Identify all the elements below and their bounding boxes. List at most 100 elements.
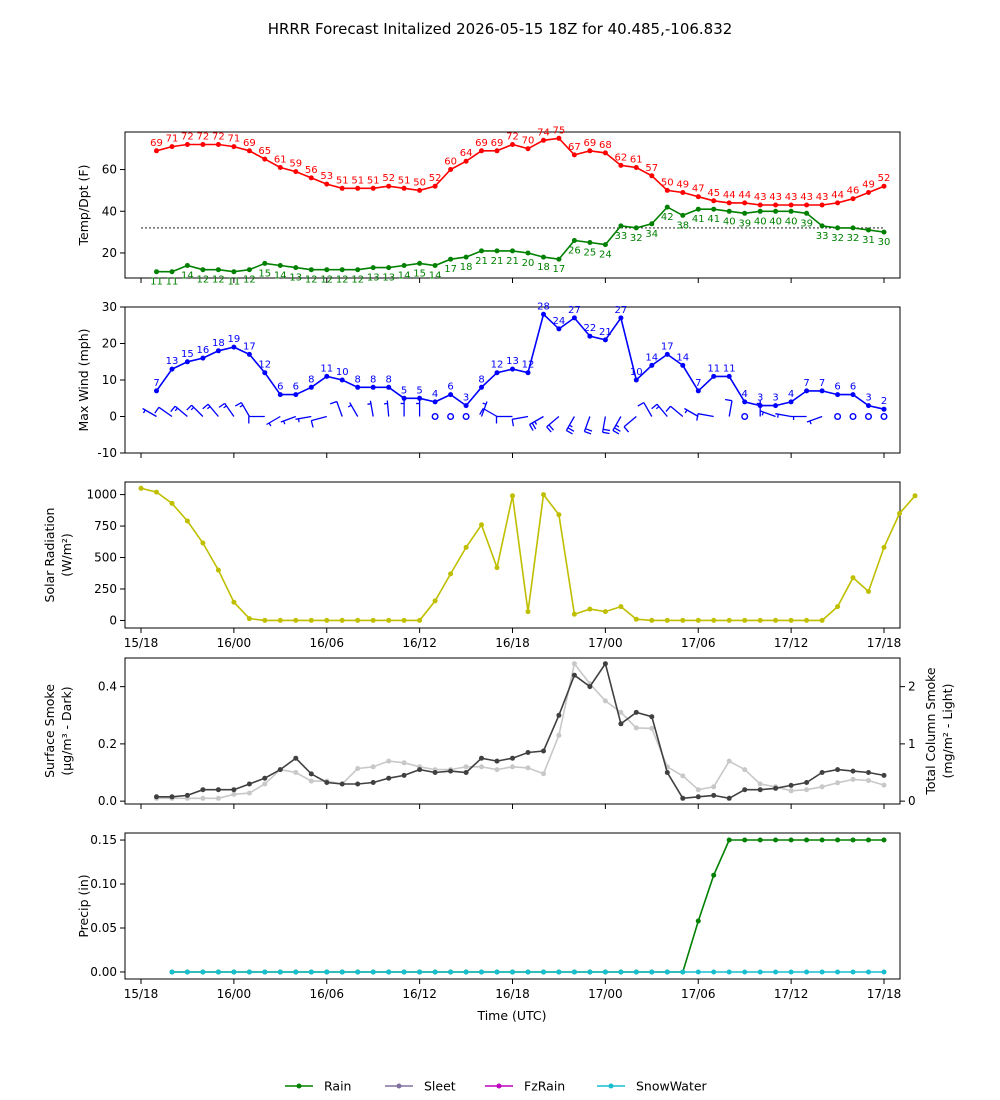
data-label: 12 bbox=[305, 275, 318, 286]
wind-barb bbox=[248, 415, 265, 424]
data-point bbox=[881, 969, 887, 975]
data-point bbox=[850, 969, 856, 975]
data-label: 41 bbox=[692, 214, 705, 225]
plot-frame bbox=[124, 832, 901, 980]
legend-label: Rain bbox=[324, 1079, 351, 1094]
wind-barb bbox=[495, 415, 513, 424]
data-label: 40 bbox=[723, 216, 736, 227]
data-point bbox=[819, 202, 825, 208]
data-point bbox=[618, 721, 624, 727]
data-point bbox=[757, 969, 763, 975]
data-point bbox=[401, 969, 407, 975]
data-point bbox=[169, 969, 175, 975]
wind-barb bbox=[790, 415, 807, 420]
data-point bbox=[773, 403, 779, 409]
data-point bbox=[664, 969, 670, 975]
data-point bbox=[386, 617, 392, 623]
data-point bbox=[866, 227, 871, 233]
data-point bbox=[726, 617, 732, 623]
data-point bbox=[664, 617, 670, 623]
data-point bbox=[231, 269, 237, 275]
wind-barb-calm bbox=[431, 413, 439, 421]
data-point bbox=[835, 392, 841, 398]
wind-barb-flag bbox=[154, 406, 160, 414]
data-label: 39 bbox=[800, 218, 813, 229]
data-point bbox=[835, 604, 841, 610]
data-label: 32 bbox=[831, 233, 844, 244]
data-point bbox=[324, 780, 330, 785]
data-point bbox=[649, 617, 655, 623]
data-label: 3 bbox=[757, 393, 763, 404]
data-label: 14 bbox=[429, 271, 442, 282]
data-point bbox=[339, 617, 345, 623]
wind-barb bbox=[724, 398, 733, 417]
data-point bbox=[463, 770, 469, 775]
data-point bbox=[401, 395, 407, 401]
data-point bbox=[773, 202, 779, 208]
wind-barb-half-flag bbox=[190, 406, 195, 411]
data-point bbox=[618, 315, 624, 321]
wind-barb-flag bbox=[602, 428, 611, 432]
x-tick-label: 16/18 bbox=[495, 636, 530, 650]
data-point bbox=[773, 785, 779, 791]
data-point bbox=[618, 162, 624, 168]
data-label: 62 bbox=[615, 152, 628, 163]
plot-frame bbox=[124, 657, 901, 805]
data-point bbox=[386, 775, 392, 781]
wind-barb bbox=[529, 415, 544, 431]
data-point bbox=[881, 544, 887, 550]
data-point bbox=[463, 403, 469, 409]
data-point bbox=[154, 489, 159, 495]
data-point bbox=[246, 148, 252, 154]
data-point bbox=[184, 969, 190, 975]
data-point bbox=[448, 768, 454, 774]
data-label: 6 bbox=[277, 382, 283, 393]
data-point bbox=[293, 392, 299, 398]
data-label: 11 bbox=[320, 363, 333, 374]
data-point bbox=[308, 617, 314, 623]
data-point bbox=[680, 773, 686, 779]
data-label: 43 bbox=[754, 192, 767, 203]
data-point bbox=[742, 837, 748, 843]
data-point bbox=[215, 348, 221, 354]
data-label: 69 bbox=[491, 138, 504, 149]
data-point bbox=[355, 617, 361, 623]
data-label: 17 bbox=[553, 264, 566, 275]
x-tick-label: 16/12 bbox=[402, 636, 437, 650]
data-point bbox=[835, 225, 841, 231]
data-point bbox=[881, 229, 887, 235]
data-point bbox=[695, 787, 701, 793]
data-label: 7 bbox=[153, 378, 159, 389]
data-point bbox=[571, 611, 577, 617]
wind-barb bbox=[479, 407, 498, 418]
wind-barb bbox=[612, 416, 622, 435]
data-point bbox=[308, 778, 314, 784]
data-point bbox=[169, 269, 175, 275]
data-point bbox=[262, 781, 268, 787]
data-point bbox=[262, 260, 268, 266]
wind-barb-flag bbox=[170, 405, 176, 413]
y-tick-label: 0.2 bbox=[98, 737, 117, 751]
wind-barb-half-flag bbox=[297, 418, 300, 423]
data-point bbox=[587, 148, 593, 154]
data-point bbox=[293, 169, 299, 175]
data-point bbox=[355, 766, 361, 771]
data-point bbox=[339, 969, 345, 975]
data-label: 43 bbox=[769, 192, 782, 203]
y-axis-label: Max Wind (mph) bbox=[76, 329, 91, 432]
wind-barb-calm bbox=[447, 413, 455, 421]
data-point bbox=[664, 187, 670, 193]
data-point bbox=[215, 969, 221, 975]
y-axis-label: Solar Radiation (W/m²) bbox=[42, 508, 74, 603]
data-label: 75 bbox=[553, 125, 566, 136]
wind-barb-flag bbox=[234, 402, 242, 407]
wind-barb bbox=[142, 407, 157, 418]
data-point bbox=[587, 240, 593, 245]
wind-barb-flag bbox=[637, 402, 645, 407]
data-label: 12 bbox=[320, 275, 333, 286]
data-point bbox=[788, 837, 794, 843]
data-point bbox=[695, 794, 701, 800]
data-point bbox=[479, 755, 484, 761]
